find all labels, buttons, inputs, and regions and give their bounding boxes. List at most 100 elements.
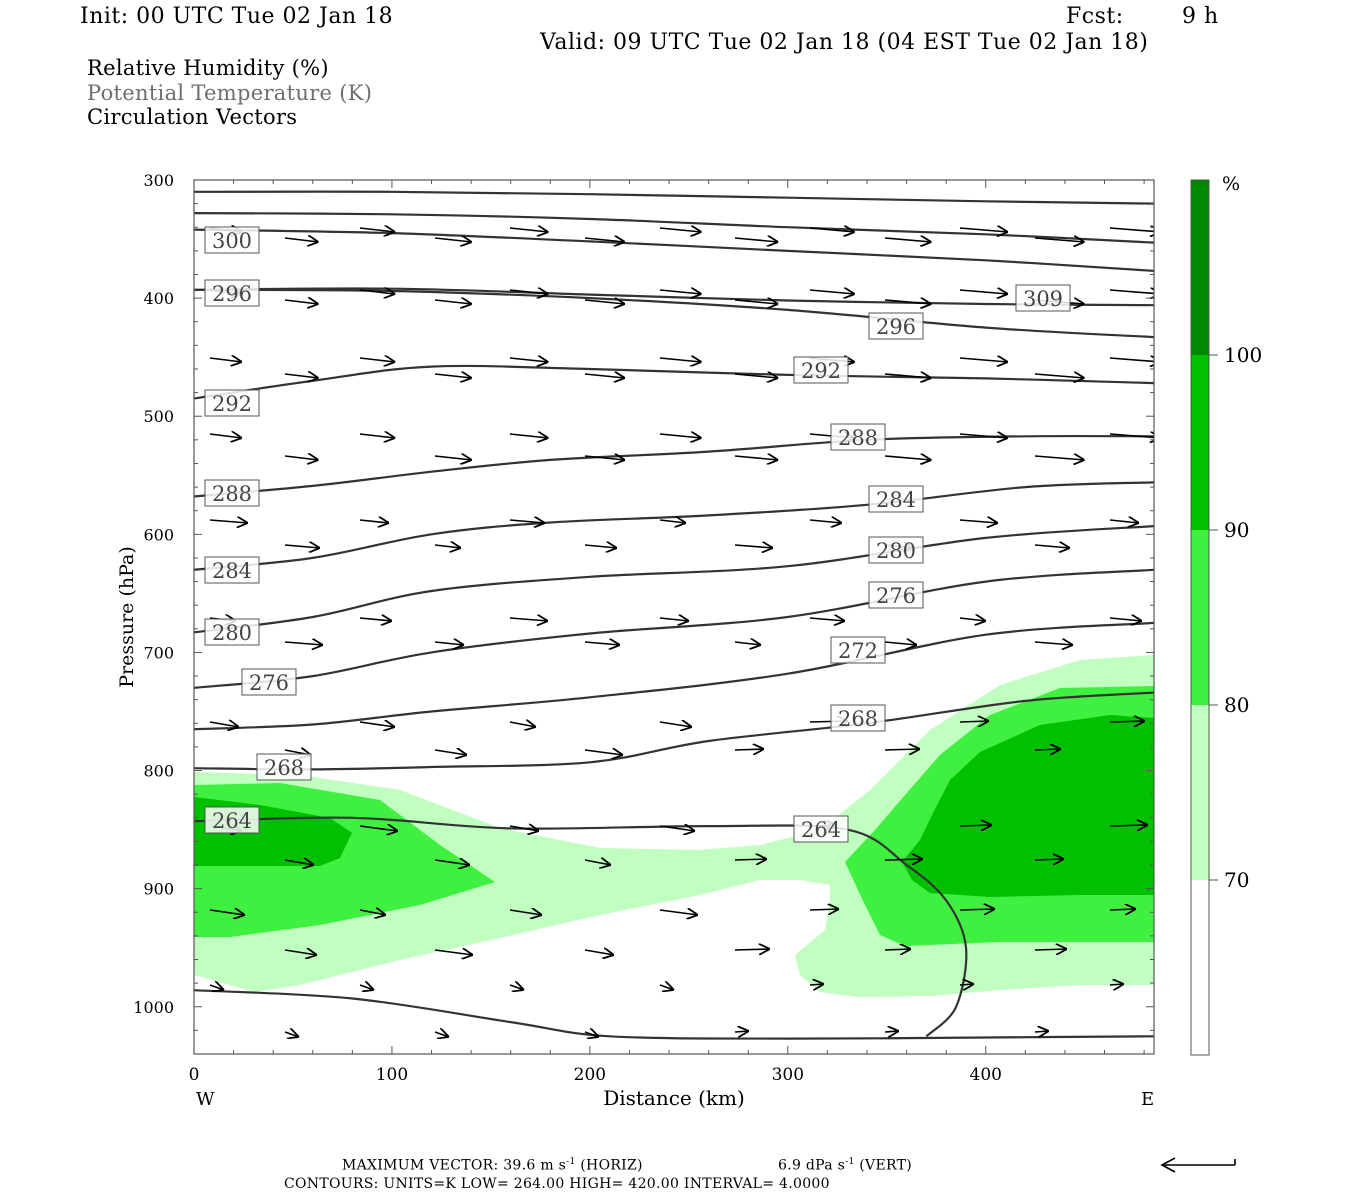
circulation-vector — [509, 618, 548, 621]
circulation-vector — [959, 228, 1008, 232]
circulation-vector — [584, 300, 625, 304]
svg-text:284: 284 — [876, 488, 916, 512]
circulation-vector — [1109, 909, 1136, 910]
circulation-vector — [584, 950, 614, 955]
x-tick-label: 200 — [574, 1065, 606, 1085]
contour-label-288: 288 — [830, 423, 886, 451]
circulation-vector — [434, 950, 473, 955]
circulation-vector — [209, 910, 245, 915]
colorbar-swatch-below — [1191, 880, 1209, 1055]
circulation-vector — [1109, 984, 1124, 985]
circulation-vector — [659, 985, 674, 990]
colorbar-label-100: 100 — [1224, 343, 1262, 367]
y-tick-label: 300 — [143, 171, 174, 190]
circulation-vector — [509, 722, 536, 727]
circulation-vector — [284, 1032, 299, 1037]
svg-text:288: 288 — [838, 426, 878, 450]
circulation-vector — [509, 228, 548, 232]
svg-text:309: 309 — [1023, 287, 1063, 311]
circulation-vector — [959, 434, 1008, 438]
circulation-vector — [734, 238, 778, 242]
x-west-label: W — [196, 1089, 215, 1110]
theta-contour-300 — [194, 190, 1154, 205]
contour-label-284: 284 — [204, 556, 260, 584]
circulation-vector — [209, 358, 242, 362]
circulation-vector — [359, 985, 374, 990]
field-theta: Potential Temperature (K) — [87, 81, 373, 105]
field-rh: Relative Humidity (%) — [87, 56, 329, 80]
circulation-vector — [509, 910, 542, 915]
contour-label-280: 280 — [868, 536, 924, 564]
svg-text:296: 296 — [212, 282, 252, 306]
circulation-vector — [359, 520, 389, 523]
circulation-vector — [659, 826, 695, 831]
circulation-vector — [359, 358, 395, 362]
circulation-vector — [959, 825, 992, 826]
circulation-vector — [884, 749, 920, 750]
footer-max-vector: MAXIMUM VECTOR: 39.6 m s-1 (HORIZ) — [342, 1157, 643, 1174]
circulation-vector — [509, 358, 548, 362]
circulation-vector — [434, 238, 472, 242]
circulation-vector — [659, 520, 686, 523]
circulation-vector — [434, 1032, 449, 1037]
contour-label-264: 264 — [204, 806, 260, 834]
circulation-vector — [959, 520, 998, 523]
circulation-vector — [284, 374, 319, 378]
circulation-vector — [584, 750, 623, 755]
circulation-vector — [1034, 642, 1073, 645]
circulation-vector — [734, 1031, 749, 1032]
theta-contour-309 — [194, 287, 1154, 307]
circulation-vector — [359, 618, 392, 621]
circulation-vector — [359, 290, 395, 294]
colorbar-swatch-80 — [1191, 530, 1209, 705]
colorbar-swatch-100 — [1191, 180, 1209, 355]
circulation-vector — [434, 456, 472, 460]
circulation-vector — [1034, 859, 1064, 860]
contour-label-268: 268 — [256, 753, 312, 781]
circulation-vector — [284, 456, 319, 460]
svg-text:264: 264 — [801, 818, 841, 842]
circulation-vector — [584, 642, 620, 645]
contour-label-292: 292 — [204, 389, 260, 417]
x-axis-title: Distance (km) — [603, 1086, 745, 1110]
circulation-vector — [959, 358, 1008, 362]
svg-text:276: 276 — [249, 671, 289, 695]
circulation-vector — [734, 545, 773, 548]
circulation-vector — [1034, 456, 1085, 460]
svg-text:296: 296 — [876, 315, 916, 339]
circulation-vector — [509, 434, 548, 438]
circulation-vector — [734, 859, 767, 860]
svg-text:276: 276 — [876, 584, 916, 608]
circulation-vector — [434, 545, 461, 548]
circulation-vector — [1109, 358, 1154, 362]
svg-text:292: 292 — [212, 392, 252, 416]
circulation-vector — [1109, 520, 1139, 523]
circulation-vector — [1109, 618, 1142, 621]
theta-contour-260 — [194, 989, 1154, 1040]
circulation-vector — [434, 860, 470, 865]
circulation-vector — [884, 456, 931, 460]
y-tick-label: 900 — [143, 880, 174, 899]
circulation-vector — [809, 984, 824, 985]
y-axis-title: Pressure (hPa) — [116, 546, 138, 688]
valid-time: Valid: 09 UTC Tue 02 Jan 18 (04 EST Tue … — [540, 30, 1149, 55]
contour-label-272: 272 — [830, 636, 886, 664]
contour-label-296: 296 — [204, 279, 260, 307]
rh-shading — [194, 655, 1154, 997]
forecast-label: Fcst: — [1066, 4, 1124, 29]
circulation-vector — [584, 1032, 599, 1037]
contour-labels: 300 309 296 296 292 292 288 288 284 284 280 280 276 2… — [204, 226, 1071, 843]
circulation-vector — [959, 909, 995, 910]
circulation-vector — [884, 300, 931, 304]
colorbar-frame — [1190, 179, 1210, 1056]
circulation-vector — [1109, 721, 1145, 722]
circulation-vector — [509, 826, 539, 831]
circulation-vector — [959, 290, 1008, 294]
circulation-vector — [284, 950, 317, 955]
init-time: Init: 00 UTC Tue 02 Jan 18 — [80, 4, 394, 29]
circulation-vector — [734, 749, 764, 750]
circulation-vector — [959, 721, 989, 722]
reference-vector-icon — [1160, 1157, 1236, 1173]
rh-90-region-east — [902, 715, 1154, 897]
contour-label-276: 276 — [241, 668, 297, 696]
